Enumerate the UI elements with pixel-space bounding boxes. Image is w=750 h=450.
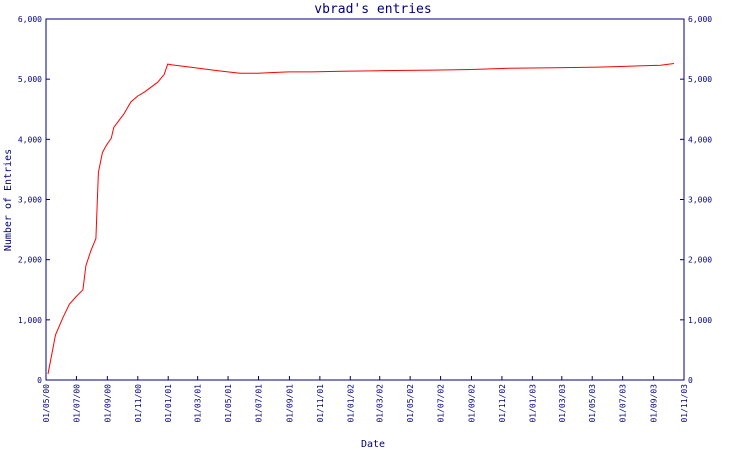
x-tick-label: 01/07/00 [72, 384, 81, 423]
y-tick-label-right: 1,000 [688, 316, 712, 325]
x-tick-label: 01/07/01 [255, 384, 264, 423]
x-tick-label: 01/09/03 [650, 384, 659, 423]
y-tick-label-right: 5,000 [688, 75, 712, 84]
x-tick-label: 01/05/02 [406, 384, 415, 423]
x-tick-label: 01/07/03 [619, 384, 628, 423]
x-tick-label: 01/03/02 [376, 384, 385, 423]
x-tick-label: 01/03/01 [194, 384, 203, 423]
y-tick-label: 4,000 [18, 135, 42, 144]
x-tick-label: 01/01/03 [528, 384, 537, 423]
x-tick-label: 01/07/02 [437, 384, 446, 423]
x-tick-label: 01/09/01 [285, 384, 294, 423]
x-tick-label: 01/11/01 [316, 384, 325, 423]
left-y-axis: 0 1,000 2,000 3,000 4,000 5,000 6,000 [18, 15, 50, 385]
x-tick-label: 01/11/00 [134, 384, 143, 423]
y-axis-title: Number of Entries [3, 149, 14, 251]
y-tick-label: 1,000 [18, 316, 42, 325]
y-tick-label-right: 6,000 [688, 15, 712, 24]
x-tick-label: 01/11/03 [680, 384, 689, 423]
x-axis: 01/05/00 01/07/00 01/09/00 01/11/00 01/01/01… [42, 376, 689, 423]
y-tick-label: 5,000 [18, 75, 42, 84]
y-tick-label-right: 2,000 [688, 256, 712, 265]
x-tick-label: 01/03/03 [558, 384, 567, 423]
x-tick-label: 01/09/02 [467, 384, 476, 423]
y-tick-label-right: 3,000 [688, 196, 712, 205]
right-y-axis: 0 1,000 2,000 3,000 4,000 5,000 6,000 [680, 15, 712, 385]
x-tick-label: 01/05/00 [42, 384, 51, 423]
x-tick-label: 01/01/02 [346, 384, 355, 423]
y-tick-label: 0 [37, 376, 42, 385]
y-tick-label: 6,000 [18, 15, 42, 24]
x-axis-title: Date [361, 439, 385, 450]
series-line [47, 63, 675, 375]
x-tick-label: 01/05/01 [224, 384, 233, 423]
y-tick-label-right: 4,000 [688, 135, 712, 144]
x-tick-label: 01/01/01 [164, 384, 173, 423]
plot-area-frame [45, 18, 685, 381]
x-tick-label: 01/05/03 [588, 384, 597, 423]
x-tick-label: 01/09/00 [103, 384, 112, 423]
y-tick-label: 2,000 [18, 256, 42, 265]
chart-title: vbrad's entries [314, 2, 431, 17]
x-tick-label: 01/11/02 [498, 384, 507, 423]
y-tick-label-right: 0 [688, 376, 693, 385]
y-tick-label: 3,000 [18, 196, 42, 205]
